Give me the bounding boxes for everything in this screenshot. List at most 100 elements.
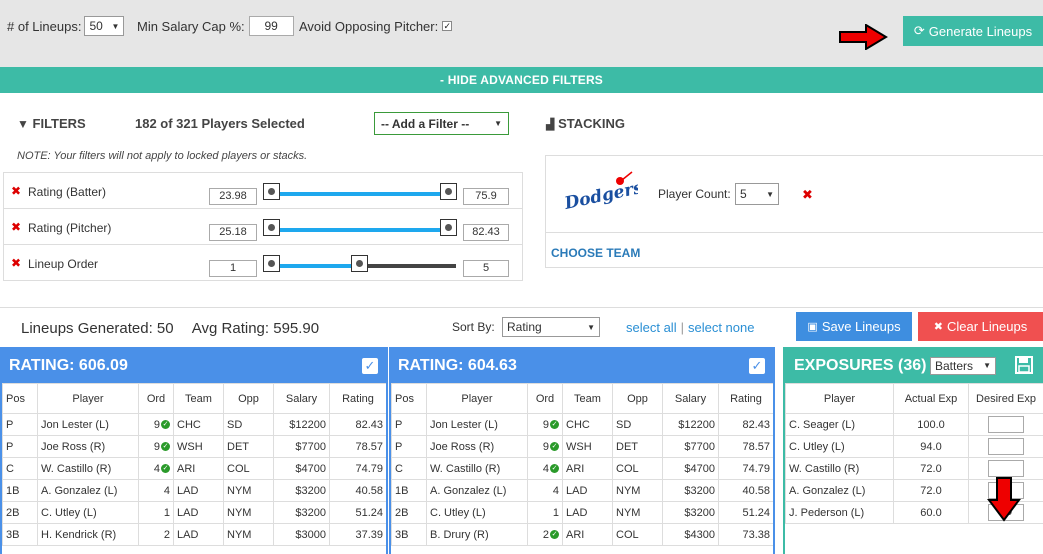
slider-track-selected[interactable] — [270, 264, 360, 268]
slider-min-handle[interactable] — [263, 183, 280, 200]
cell-pos: P — [391, 435, 427, 458]
rating-value: 73.38 — [742, 528, 770, 541]
select-all-link[interactable]: select all — [626, 320, 677, 335]
table-row[interactable]: 3B H. Kendrick (R) 2 LAD NYM $3000 37.39 — [2, 523, 386, 546]
cell-pos: P — [391, 413, 427, 436]
filter-min-input[interactable]: 25.18 — [209, 224, 257, 241]
ord-value: 1 — [552, 506, 559, 519]
table-row[interactable]: P Jon Lester (L) 9 ✓ CHC SD $12200 82.43 — [2, 413, 386, 436]
table-row[interactable]: C W. Castillo (R) 4 ✓ ARI COL $4700 74.79 — [2, 457, 386, 480]
column-header: Pos — [391, 383, 427, 414]
remove-filter-icon[interactable]: ✖ — [11, 220, 22, 234]
slider-max-handle[interactable] — [351, 255, 368, 272]
table-row[interactable]: P Joe Ross (R) 9 ✓ WSH DET $7700 78.57 — [391, 435, 773, 458]
table-row[interactable]: 2B C. Utley (L) 1 LAD NYM $3200 51.24 — [2, 501, 386, 524]
slider-max-handle[interactable] — [440, 183, 457, 200]
lineups-count-select[interactable]: 50 ▼ — [84, 16, 125, 36]
cell-actual-exp: 60.0 — [893, 501, 969, 524]
cell-player: W. Castillo (R) — [785, 457, 894, 480]
exposures-header: EXPOSURES (36) Batters ▼ — [785, 349, 1043, 383]
avoid-pitcher-checkbox[interactable]: ✓ — [442, 21, 453, 31]
lineup-table: Pos Player Ord Team Opp Salary Rating P J… — [2, 383, 386, 546]
lineup-select-checkbox[interactable]: ✓ — [749, 358, 765, 374]
filter-row-lineup-order: ✖ Lineup Order 1 5 — [4, 245, 522, 281]
sort-by-select[interactable]: Rating ▼ — [502, 317, 600, 337]
filter-max-input[interactable]: 75.9 — [463, 188, 509, 205]
cell-player: C. Utley (L) — [426, 501, 528, 524]
column-header: Salary — [273, 383, 330, 414]
pos-value: C — [6, 462, 14, 475]
slider-track[interactable] — [270, 228, 450, 232]
remove-filter-icon[interactable]: ✖ — [11, 256, 22, 270]
exposures-filter-select[interactable]: Batters ▼ — [930, 357, 996, 375]
desired-exp-input[interactable] — [988, 416, 1024, 433]
filter-max-input[interactable]: 82.43 — [463, 224, 509, 241]
select-none-link[interactable]: select none — [687, 320, 755, 335]
table-row[interactable]: P Joe Ross (R) 9 ✓ WSH DET $7700 78.57 — [2, 435, 386, 458]
red-arrow-right-icon — [839, 24, 888, 50]
pos-value: 1B — [6, 484, 20, 497]
slider-min-handle[interactable] — [263, 255, 280, 272]
table-row[interactable]: C W. Castillo (R) 4 ✓ ARI COL $4700 74.79 — [391, 457, 773, 480]
chevron-down-icon: ▼ — [587, 322, 595, 332]
table-row[interactable]: 2B C. Utley (L) 1 LAD NYM $3200 51.24 — [391, 501, 773, 524]
sort-by-label: Sort By: — [452, 320, 495, 334]
lineup-select-checkbox[interactable]: ✓ — [362, 358, 378, 374]
slider-min-handle[interactable] — [263, 219, 280, 236]
filters-note: NOTE: Your filters will not apply to loc… — [17, 150, 308, 162]
lineup-table: Pos Player Ord Team Opp Salary Rating P J… — [391, 383, 773, 546]
hide-advanced-filters-bar[interactable]: - HIDE ADVANCED FILTERS — [0, 67, 1043, 93]
table-row[interactable]: 1B A. Gonzalez (L) 4 LAD NYM $3200 40.58 — [2, 479, 386, 502]
filter-min-input[interactable]: 23.98 — [209, 188, 257, 205]
cell-pos: 2B — [391, 501, 427, 524]
column-header: Rating — [718, 383, 773, 414]
ord-value: 1 — [163, 506, 170, 519]
save-lineups-button[interactable]: ▣ Save Lineups — [796, 312, 912, 341]
cell-salary: $3200 — [273, 501, 330, 524]
salary-value: $3200 — [295, 484, 326, 497]
cell-player: Jon Lester (L) — [426, 413, 528, 436]
desired-exp-input[interactable] — [988, 460, 1024, 477]
table-row[interactable]: P Jon Lester (L) 9 ✓ CHC SD $12200 82.43 — [391, 413, 773, 436]
filter-min-input[interactable]: 1 — [209, 260, 257, 277]
add-filter-select[interactable]: -- Add a Filter -- ▼ — [374, 112, 509, 135]
opp-value: NYM — [227, 484, 252, 497]
player-count-select[interactable]: 5 ▼ — [735, 183, 779, 205]
player-value: A. Gonzalez (L) — [789, 484, 866, 497]
cell-salary: $12200 — [662, 413, 719, 436]
cell-salary: $7700 — [273, 435, 330, 458]
opp-value: NYM — [227, 506, 252, 519]
generate-lineups-button[interactable]: ⟳ Generate Lineups — [903, 16, 1043, 46]
cell-salary: $4300 — [662, 523, 719, 546]
cell-actual-exp: 100.0 — [893, 413, 969, 436]
player-value: Joe Ross (R) — [430, 440, 495, 453]
desired-exp-input[interactable] — [988, 438, 1024, 455]
remove-filter-icon[interactable]: ✖ — [11, 184, 22, 198]
remove-stack-icon[interactable]: ✖ — [802, 187, 813, 202]
min-salary-input[interactable]: 99 — [248, 16, 294, 36]
lineup-card-header: RATING: 606.09 ✓ — [2, 349, 386, 383]
chevron-down-icon: ▼ — [983, 361, 991, 370]
exposures-table: Player Actual Exp Desired Exp C. Seager … — [785, 383, 1043, 524]
salary-value: $3200 — [684, 506, 715, 519]
confirmed-check-icon: ✓ — [161, 442, 170, 452]
slider-track[interactable] — [270, 192, 450, 196]
cell-team: CHC — [173, 413, 224, 436]
filter-max-input[interactable]: 5 — [463, 260, 509, 277]
table-row[interactable]: 3B B. Drury (R) 2 ✓ ARI COL $4300 73.38 — [391, 523, 773, 546]
cell-rating: 74.79 — [329, 457, 386, 480]
salary-value: $7700 — [295, 440, 326, 453]
slider-max-handle[interactable] — [440, 219, 457, 236]
pos-value: 2B — [6, 506, 20, 519]
clear-lineups-button[interactable]: ✖ Clear Lineups — [918, 312, 1043, 341]
cell-rating: 37.39 — [329, 523, 386, 546]
cell-player: A. Gonzalez (L) — [785, 479, 894, 502]
slider-track-unselected[interactable] — [360, 264, 456, 268]
cell-actual-exp: 94.0 — [893, 435, 969, 458]
table-row[interactable]: 1B A. Gonzalez (L) 4 LAD NYM $3200 40.58 — [391, 479, 773, 502]
save-icon[interactable] — [1014, 355, 1034, 375]
choose-team-link[interactable]: CHOOSE TEAM — [551, 246, 641, 260]
cell-team: LAD — [173, 501, 224, 524]
cell-player: A. Gonzalez (L) — [37, 479, 139, 502]
player-value: C. Seager (L) — [789, 418, 856, 431]
